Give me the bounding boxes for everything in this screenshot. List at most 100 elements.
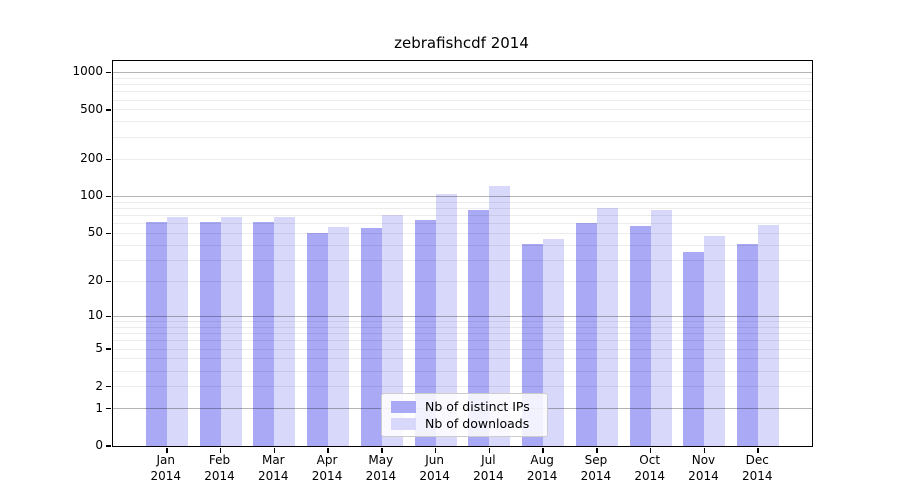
x-tick-label-month: Dec [745,453,769,467]
x-tick-label: Aug 2014 [527,452,558,484]
x-tick-label-year: 2014 [688,469,719,483]
x-tick-label-year: 2014 [365,469,397,483]
y-tick [106,232,111,235]
major-gridline [113,315,812,317]
minor-gridline [113,232,812,234]
x-tick-label: Mar 2014 [258,452,289,484]
y-tick-label: 1 [95,400,103,415]
y-tick-label: 0 [95,438,103,452]
minor-gridline [113,326,812,328]
minor-gridline [113,207,812,209]
x-tick-label-year: 2014 [258,469,289,483]
minor-gridline [113,358,812,360]
minor-gridline [113,348,812,350]
major-gridline [113,195,812,198]
x-tick-label-year: 2014 [634,469,665,483]
x-axis-labels: Jan 2014 Feb 2014 Mar 2014 Apr 2014 May 2014 Jun 20… [112,452,811,494]
y-tick-label: 20 [87,273,103,288]
minor-gridline [113,121,812,123]
x-tick-label-month: Nov [691,453,716,467]
x-tick [757,448,759,453]
x-tick [649,448,652,453]
legend-swatch [391,400,416,413]
x-tick-label-year: 2014 [204,469,235,483]
minor-gridline [113,280,812,282]
x-tick-label: Jul 2014 [473,452,504,484]
x-tick-label: Sep 2014 [581,452,612,484]
minor-gridline [113,386,812,388]
major-gridline [113,71,812,74]
x-tick-label: May 2014 [366,452,397,484]
y-tick [106,158,111,160]
minor-gridline [113,259,812,261]
y-tick [106,71,111,74]
minor-gridline [113,158,812,160]
x-tick-label: Oct 2014 [634,452,665,484]
legend-label: Nb of downloads [425,416,530,431]
y-tick [106,445,111,447]
x-tick [542,448,544,453]
bar-apr-ips [307,233,329,446]
x-tick-label-month: May [368,453,394,467]
bar-dec-ips [737,243,759,446]
y-tick [106,315,111,318]
y-tick [106,407,111,410]
x-tick-label: Nov 2014 [688,452,719,484]
x-tick [219,448,222,453]
legend-label: Nb of distinct IPs [425,399,530,414]
y-tick-label: 2 [95,378,103,393]
bar-may-downloads [381,214,403,446]
x-tick-label-year: 2014 [311,469,343,483]
minor-gridline [113,321,812,322]
minor-gridline [113,215,812,217]
x-tick-label-month: Sep [584,453,608,467]
x-tick-label: Dec 2014 [742,452,773,484]
minor-gridline [113,77,812,79]
minor-gridline [113,333,812,335]
x-tick-label: Apr 2014 [312,452,343,484]
minor-gridline [113,99,812,101]
x-tick-label-month: Aug [530,453,554,467]
y-tick-label: 1000 [72,64,103,79]
x-tick-label-month: Oct [639,453,661,467]
y-tick-label: 50 [87,225,103,240]
x-tick-label-year: 2014 [473,469,504,483]
x-tick-label-year: 2014 [526,469,558,483]
y-tick [106,195,111,198]
x-tick-label-month: Mar [261,453,285,467]
bar-jan-downloads [166,217,188,446]
x-tick-label-year: 2014 [580,469,612,483]
x-tick-label: Feb 2014 [204,452,235,484]
y-tick-label: 200 [80,151,103,166]
x-tick-label-year: 2014 [741,469,773,483]
minor-gridline [113,223,812,225]
minor-gridline [113,244,812,246]
y-tick-label: 5 [95,341,103,356]
minor-gridline [113,136,812,138]
y-tick [106,385,111,388]
x-tick [166,448,168,453]
x-tick [703,448,706,453]
minor-gridline [113,201,812,203]
minor-gridline [113,109,812,111]
x-tick [381,448,383,453]
bar-sep-ips [575,222,597,446]
x-tick [327,448,329,453]
y-tick [106,280,111,283]
x-tick-label-year: 2014 [150,469,182,483]
x-tick-label: Jan 2014 [150,452,181,484]
x-tick-label-year: 2014 [419,469,450,483]
bar-dec-downloads [758,224,780,446]
bar-mar-downloads [274,217,296,446]
x-tick [488,448,491,453]
minor-gridline [113,91,812,93]
plot-area: Nb of distinct IPs Nb of downloads [106,60,813,453]
legend-item: Nb of downloads [391,416,538,431]
bar-feb-downloads [220,217,242,446]
bar-apr-downloads [328,227,350,446]
y-tick-label: 500 [80,101,103,116]
x-tick-label-month: Jun [425,453,444,467]
minor-gridline [113,370,812,372]
x-tick [273,448,276,453]
